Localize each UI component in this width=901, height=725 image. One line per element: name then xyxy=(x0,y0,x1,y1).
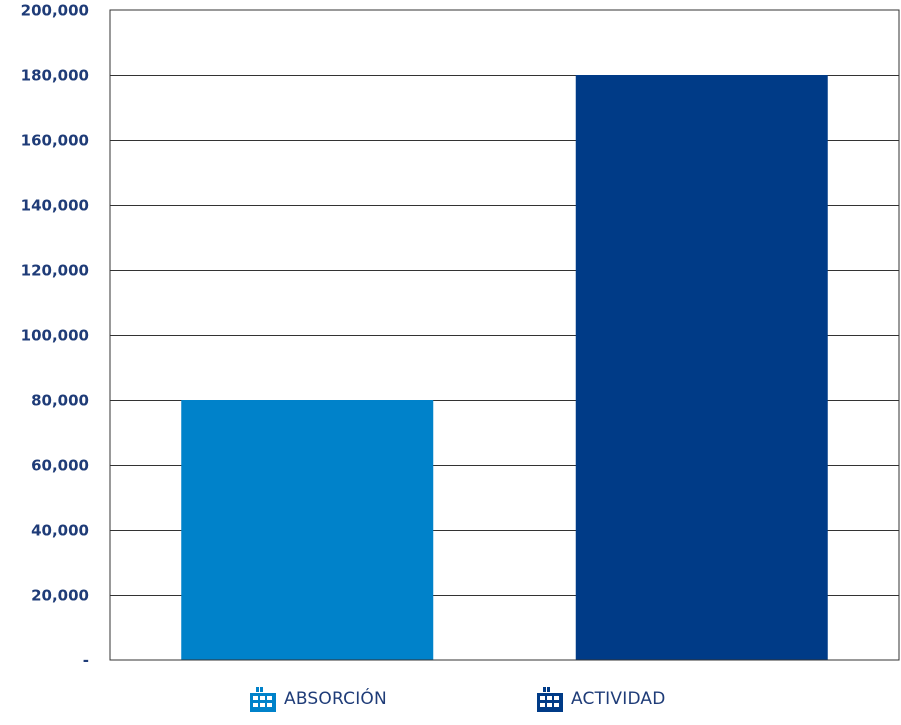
building-icon xyxy=(250,687,276,712)
y-tick-label: 180,000 xyxy=(21,67,89,85)
legend-label-actividad: ACTIVIDAD xyxy=(571,689,666,709)
y-tick-label: - xyxy=(83,652,89,670)
y-tick-label: 40,000 xyxy=(31,522,89,540)
y-tick-label: 120,000 xyxy=(21,262,89,280)
legend-item-actividad: ACTIVIDAD xyxy=(537,686,666,712)
y-tick-label: 200,000 xyxy=(21,2,89,20)
y-tick-label: 140,000 xyxy=(21,197,89,215)
legend-label-absorcion: ABSORCIÓN xyxy=(284,689,387,709)
y-tick-label: 20,000 xyxy=(31,587,89,605)
bar-absorcion xyxy=(181,400,434,660)
y-tick-label: 80,000 xyxy=(31,392,89,410)
building-icon xyxy=(537,687,563,712)
y-tick-label: 160,000 xyxy=(21,132,89,150)
plot-frame xyxy=(109,9,900,661)
bars xyxy=(181,75,828,660)
bar-actividad xyxy=(575,75,828,660)
y-tick-label: 100,000 xyxy=(21,327,89,345)
y-axis-ticks: - 20,000 40,000 60,000 80,000 100,000 120,000 1… xyxy=(21,2,89,670)
legend-item-absorcion: ABSORCIÓN xyxy=(250,686,387,712)
y-tick-label: 60,000 xyxy=(31,457,89,475)
